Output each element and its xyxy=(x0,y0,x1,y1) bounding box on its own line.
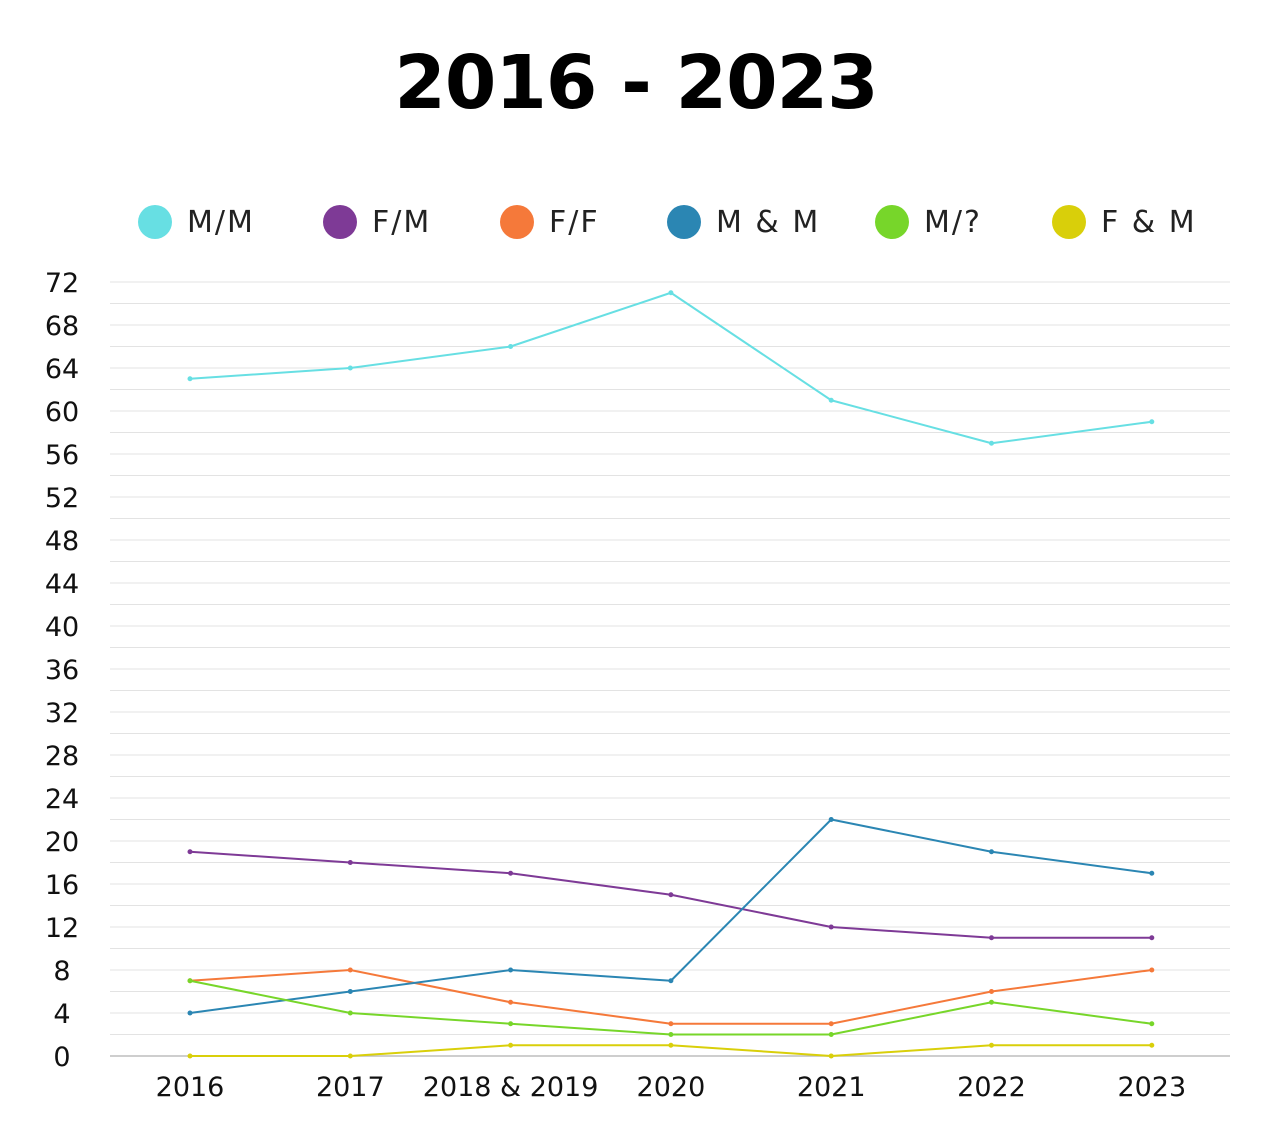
x-tick-label: 2017 xyxy=(316,1072,385,1103)
data-point-m-m xyxy=(668,978,674,984)
data-point-f-f xyxy=(1149,967,1155,973)
y-tick-label: 68 xyxy=(45,311,79,342)
y-tick-label: 60 xyxy=(45,397,79,428)
data-point-f-m xyxy=(989,1042,994,1048)
data-point-m-m xyxy=(347,365,353,371)
legend-label-f-and-m: F & M xyxy=(1101,204,1197,240)
data-point-m-unknown xyxy=(989,999,994,1005)
legend-swatch-f-f xyxy=(500,205,534,239)
legend-label-m-m: M/M xyxy=(187,204,255,240)
legend-swatch-m-unknown xyxy=(875,205,909,239)
y-tick-label: 20 xyxy=(45,827,79,858)
data-point-m-unknown xyxy=(668,1032,674,1037)
legend-item-m-and-m: M & M xyxy=(667,200,820,244)
data-point-m-unknown xyxy=(508,1021,514,1027)
legend-item-m-unknown: M/? xyxy=(875,200,982,244)
chart-title: 2016 - 2023 xyxy=(394,40,878,126)
data-point-m-m xyxy=(1149,870,1155,876)
data-point-f-m xyxy=(989,935,994,941)
y-tick-label: 64 xyxy=(45,354,79,385)
y-tick-label: 12 xyxy=(45,913,79,944)
data-point-m-unknown xyxy=(347,1010,353,1016)
x-tick-label: 2023 xyxy=(1117,1072,1186,1103)
legend-item-f-f: F/F xyxy=(500,200,600,244)
data-point-f-f xyxy=(989,989,994,994)
legend-swatch-f-and-m xyxy=(1052,205,1086,239)
y-tick-label: 56 xyxy=(45,440,79,471)
data-point-m-unknown xyxy=(1149,1021,1155,1027)
data-point-m-unknown xyxy=(828,1032,834,1037)
legend-label-m-and-m: M & M xyxy=(716,204,821,240)
y-tick-label: 48 xyxy=(45,526,79,557)
data-point-f-m xyxy=(187,1053,193,1059)
y-tick-label: 8 xyxy=(53,956,70,987)
y-tick-label: 16 xyxy=(45,870,79,901)
x-tick-label: 2022 xyxy=(957,1072,1026,1103)
data-point-f-m xyxy=(508,1042,514,1048)
data-point-f-m xyxy=(347,860,353,865)
y-tick-label: 36 xyxy=(45,655,79,686)
legend-item-f-m: F/M xyxy=(323,200,431,244)
x-tick-label: 2016 xyxy=(156,1072,225,1103)
legend-label-f-m: F/M xyxy=(372,204,432,240)
data-point-m-m xyxy=(668,290,674,296)
data-point-m-m xyxy=(989,849,994,855)
data-point-f-m xyxy=(508,870,514,876)
data-point-m-m xyxy=(828,397,834,403)
data-point-f-f xyxy=(828,1021,834,1027)
series-line-m-m xyxy=(189,818,1152,1014)
y-tick-label: 40 xyxy=(45,612,79,643)
data-point-f-m xyxy=(1149,1042,1155,1048)
legend-swatch-m-and-m xyxy=(667,205,701,239)
data-point-m-m xyxy=(187,1010,193,1016)
data-point-m-m xyxy=(508,967,514,973)
legend-label-m-unknown: M/? xyxy=(924,204,982,240)
data-point-m-m xyxy=(347,989,353,994)
data-point-m-unknown xyxy=(187,978,193,984)
chart-legend: M/M F/M F/F M & M M/? F & M xyxy=(0,200,1272,244)
data-point-m-m xyxy=(187,376,193,382)
data-point-m-m xyxy=(508,344,514,349)
y-tick-label: 0 xyxy=(53,1042,70,1073)
data-point-f-f xyxy=(508,999,514,1005)
data-point-m-m xyxy=(1149,419,1155,425)
legend-item-m-m: M/M xyxy=(138,200,255,244)
y-tick-label: 72 xyxy=(45,268,79,299)
legend-swatch-m-m xyxy=(138,205,172,239)
data-point-m-m xyxy=(828,817,834,822)
legend-swatch-f-m xyxy=(323,205,357,239)
y-tick-label: 24 xyxy=(45,784,79,815)
data-point-f-m xyxy=(1149,935,1155,941)
y-tick-label: 44 xyxy=(45,569,79,600)
x-tick-label: 2020 xyxy=(637,1072,706,1103)
y-tick-label: 4 xyxy=(53,999,70,1030)
data-point-m-m xyxy=(989,440,994,446)
data-point-f-m xyxy=(828,1053,834,1059)
data-point-f-f xyxy=(347,967,353,973)
y-tick-label: 32 xyxy=(45,698,79,729)
x-tick-label: 2018 & 2019 xyxy=(423,1072,599,1103)
legend-label-f-f: F/F xyxy=(549,204,600,240)
legend-item-f-and-m: F & M xyxy=(1052,200,1197,244)
x-tick-label: 2021 xyxy=(797,1072,866,1103)
data-point-f-m xyxy=(828,924,834,930)
y-tick-label: 52 xyxy=(45,483,79,514)
data-point-f-m xyxy=(187,849,193,855)
series-line-f-f xyxy=(189,969,1152,1025)
y-tick-label: 28 xyxy=(45,741,79,772)
data-point-f-m xyxy=(668,1042,674,1048)
data-point-f-m xyxy=(668,892,674,898)
data-point-f-f xyxy=(668,1021,674,1027)
data-point-f-m xyxy=(347,1053,353,1059)
